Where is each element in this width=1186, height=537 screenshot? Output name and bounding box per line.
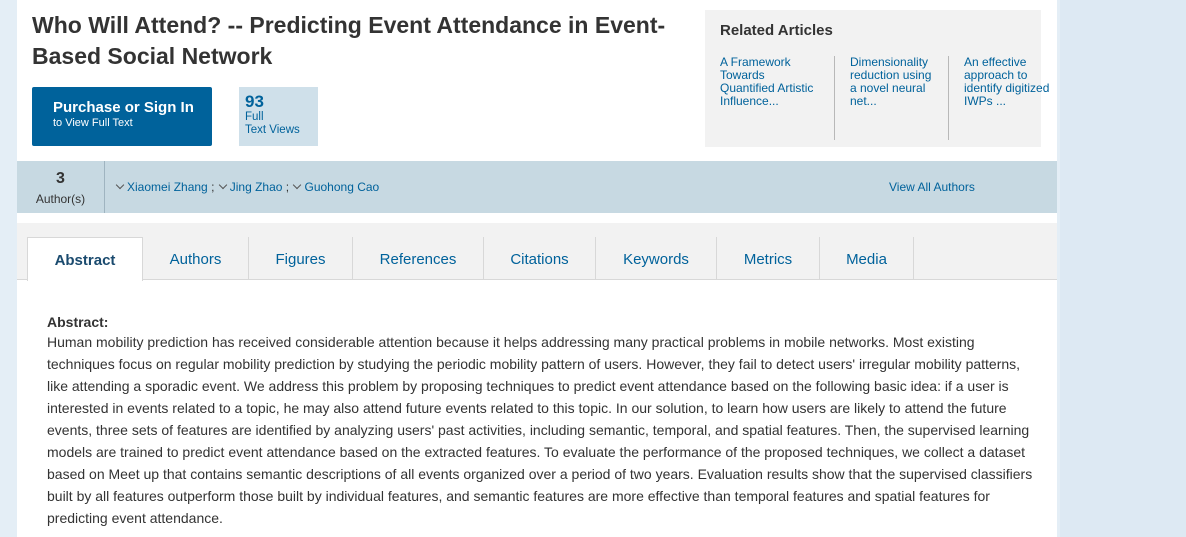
- author-count-label: Author(s): [35, 192, 86, 206]
- full-text-views-metric: 93 Full Text Views: [239, 87, 318, 146]
- view-all-authors-link[interactable]: View All Authors: [889, 180, 975, 194]
- purchase-button-sublabel: to View Full Text: [53, 117, 133, 129]
- author-item[interactable]: Xiaomei Zhang: [115, 180, 208, 194]
- author-item[interactable]: Guohong Cao: [292, 180, 379, 194]
- tab-abstract[interactable]: Abstract: [27, 237, 143, 281]
- tab-figures[interactable]: Figures: [249, 237, 353, 280]
- related-article-link[interactable]: An effective approach to identify digiti…: [948, 56, 1062, 140]
- author-count-box: 3 Author(s): [17, 161, 105, 213]
- purchase-button-label: Purchase or Sign In: [53, 99, 194, 116]
- tab-citations[interactable]: Citations: [484, 237, 596, 280]
- related-articles-heading: Related Articles: [720, 22, 833, 39]
- author-separator: ;: [285, 180, 290, 194]
- author-name: Xiaomei Zhang: [127, 180, 208, 194]
- tab-media[interactable]: Media: [820, 237, 914, 280]
- tab-keywords[interactable]: Keywords: [596, 237, 717, 280]
- author-name: Jing Zhao: [229, 180, 283, 194]
- related-articles-panel: Related Articles A Framework Towards Qua…: [705, 10, 1049, 147]
- author-list: Xiaomei Zhang ; Jing Zhao ; Guohong Cao: [115, 180, 379, 194]
- abstract-heading: Abstract:: [47, 314, 109, 330]
- full-text-views-label-1: Full: [245, 111, 264, 123]
- chevron-down-icon: [293, 180, 302, 190]
- tab-authors[interactable]: Authors: [143, 237, 249, 280]
- author-count: 3: [56, 170, 65, 187]
- chevron-down-icon: [218, 180, 227, 190]
- author-item[interactable]: Jing Zhao: [218, 180, 283, 194]
- article-page: Who Will Attend? -- Predicting Event Att…: [17, 0, 1057, 537]
- authors-bar: 3 Author(s) Xiaomei Zhang ; Jing Zhao ; …: [17, 161, 1057, 213]
- purchase-sign-in-button[interactable]: Purchase or Sign In to View Full Text: [32, 87, 212, 146]
- page-background-strip: [1060, 0, 1186, 537]
- author-name: Guohong Cao: [304, 180, 380, 194]
- related-article-link[interactable]: Dimensionality reduction using a novel n…: [834, 56, 948, 140]
- related-article-link[interactable]: A Framework Towards Quantified Artistic …: [720, 55, 814, 108]
- full-text-views-label-2: Text Views: [245, 124, 300, 136]
- full-text-views-count: 93: [245, 92, 264, 111]
- article-title: Who Will Attend? -- Predicting Event Att…: [32, 12, 666, 69]
- chevron-down-icon: [115, 180, 125, 190]
- abstract-section: Abstract: Human mobility prediction has …: [47, 313, 1037, 529]
- author-separator: ;: [211, 180, 215, 194]
- tab-metrics[interactable]: Metrics: [717, 237, 820, 280]
- abstract-text: Human mobility prediction has received c…: [47, 334, 1033, 526]
- tab-bar-background: [17, 223, 1057, 280]
- tab-references[interactable]: References: [353, 237, 484, 280]
- article-tabs: Abstract Authors Figures References Cita…: [27, 237, 914, 281]
